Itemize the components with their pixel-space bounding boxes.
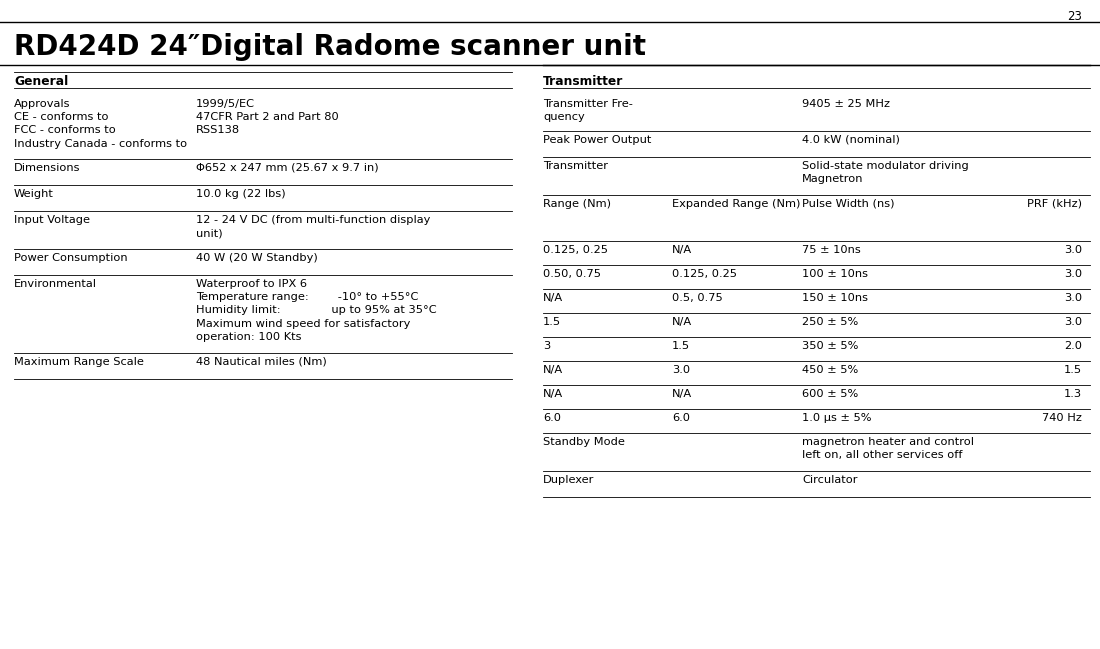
Text: Standby Mode: Standby Mode <box>543 437 625 447</box>
Text: 10.0 kg (22 lbs): 10.0 kg (22 lbs) <box>196 189 286 199</box>
Text: 3.0: 3.0 <box>1064 245 1082 255</box>
Text: 1.0 μs ± 5%: 1.0 μs ± 5% <box>802 413 871 423</box>
Text: 48 Nautical miles (Nm): 48 Nautical miles (Nm) <box>196 357 327 367</box>
Text: 1.5: 1.5 <box>1064 365 1082 375</box>
Text: Weight: Weight <box>14 189 54 199</box>
Text: PRF (kHz): PRF (kHz) <box>1027 199 1082 209</box>
Text: 1.5: 1.5 <box>672 341 690 351</box>
Text: 6.0: 6.0 <box>672 413 690 423</box>
Text: 350 ± 5%: 350 ± 5% <box>802 341 858 351</box>
Text: 3.0: 3.0 <box>672 365 690 375</box>
Text: Φ652 x 247 mm (25.67 x 9.7 in): Φ652 x 247 mm (25.67 x 9.7 in) <box>196 163 378 173</box>
Text: 40 W (20 W Standby): 40 W (20 W Standby) <box>196 253 318 263</box>
Text: Expanded Range (Nm): Expanded Range (Nm) <box>672 199 801 209</box>
Text: 12 - 24 V DC (from multi-function display
unit): 12 - 24 V DC (from multi-function displa… <box>196 215 430 238</box>
Text: N/A: N/A <box>672 389 692 399</box>
Text: Environmental: Environmental <box>14 279 97 289</box>
Text: 1999/5/EC
47CFR Part 2 and Part 80
RSS138: 1999/5/EC 47CFR Part 2 and Part 80 RSS13… <box>196 99 339 149</box>
Text: 3: 3 <box>543 341 550 351</box>
Text: 23: 23 <box>1067 10 1082 23</box>
Text: 100 ± 10ns: 100 ± 10ns <box>802 269 868 279</box>
Text: RD424D 24″Digital Radome scanner unit: RD424D 24″Digital Radome scanner unit <box>14 33 646 61</box>
Text: 1.5: 1.5 <box>543 317 561 327</box>
Text: 2.0: 2.0 <box>1064 341 1082 351</box>
Text: Transmitter: Transmitter <box>543 75 624 88</box>
Text: 3.0: 3.0 <box>1064 317 1082 327</box>
Text: 0.125, 0.25: 0.125, 0.25 <box>543 245 608 255</box>
Text: N/A: N/A <box>543 389 563 399</box>
Text: 0.125, 0.25: 0.125, 0.25 <box>672 269 737 279</box>
Text: N/A: N/A <box>672 317 692 327</box>
Text: Power Consumption: Power Consumption <box>14 253 128 263</box>
Text: 740 Hz: 740 Hz <box>1042 413 1082 423</box>
Text: Range (Nm): Range (Nm) <box>543 199 610 209</box>
Text: 3.0: 3.0 <box>1064 293 1082 303</box>
Text: Pulse Width (ns): Pulse Width (ns) <box>802 199 894 209</box>
Text: Maximum Range Scale: Maximum Range Scale <box>14 357 144 367</box>
Text: 0.5, 0.75: 0.5, 0.75 <box>672 293 723 303</box>
Text: General: General <box>14 75 68 88</box>
Text: 75 ± 10ns: 75 ± 10ns <box>802 245 860 255</box>
Text: Duplexer: Duplexer <box>543 475 594 485</box>
Text: 3.0: 3.0 <box>1064 269 1082 279</box>
Text: 9405 ± 25 MHz: 9405 ± 25 MHz <box>802 99 890 109</box>
Text: N/A: N/A <box>543 293 563 303</box>
Text: 6.0: 6.0 <box>543 413 561 423</box>
Text: Circulator: Circulator <box>802 475 858 485</box>
Text: Solid-state modulator driving
Magnetron: Solid-state modulator driving Magnetron <box>802 161 969 184</box>
Text: N/A: N/A <box>543 365 563 375</box>
Text: magnetron heater and control
left on, all other services off: magnetron heater and control left on, al… <box>802 437 974 460</box>
Text: 150 ± 10ns: 150 ± 10ns <box>802 293 868 303</box>
Text: Waterproof to IPX 6
Temperature range:        -10° to +55°C
Humidity limit:     : Waterproof to IPX 6 Temperature range: -… <box>196 279 437 342</box>
Text: Peak Power Output: Peak Power Output <box>543 135 651 145</box>
Text: 1.3: 1.3 <box>1064 389 1082 399</box>
Text: 4.0 kW (nominal): 4.0 kW (nominal) <box>802 135 900 145</box>
Text: Transmitter: Transmitter <box>543 161 608 171</box>
Text: N/A: N/A <box>672 245 692 255</box>
Text: 450 ± 5%: 450 ± 5% <box>802 365 858 375</box>
Text: 600 ± 5%: 600 ± 5% <box>802 389 858 399</box>
Text: Approvals
CE - conforms to
FCC - conforms to
Industry Canada - conforms to: Approvals CE - conforms to FCC - conform… <box>14 99 187 149</box>
Text: 250 ± 5%: 250 ± 5% <box>802 317 858 327</box>
Text: Input Voltage: Input Voltage <box>14 215 90 225</box>
Text: Transmitter Fre-
quency: Transmitter Fre- quency <box>543 99 632 122</box>
Text: Dimensions: Dimensions <box>14 163 80 173</box>
Text: 0.50, 0.75: 0.50, 0.75 <box>543 269 601 279</box>
